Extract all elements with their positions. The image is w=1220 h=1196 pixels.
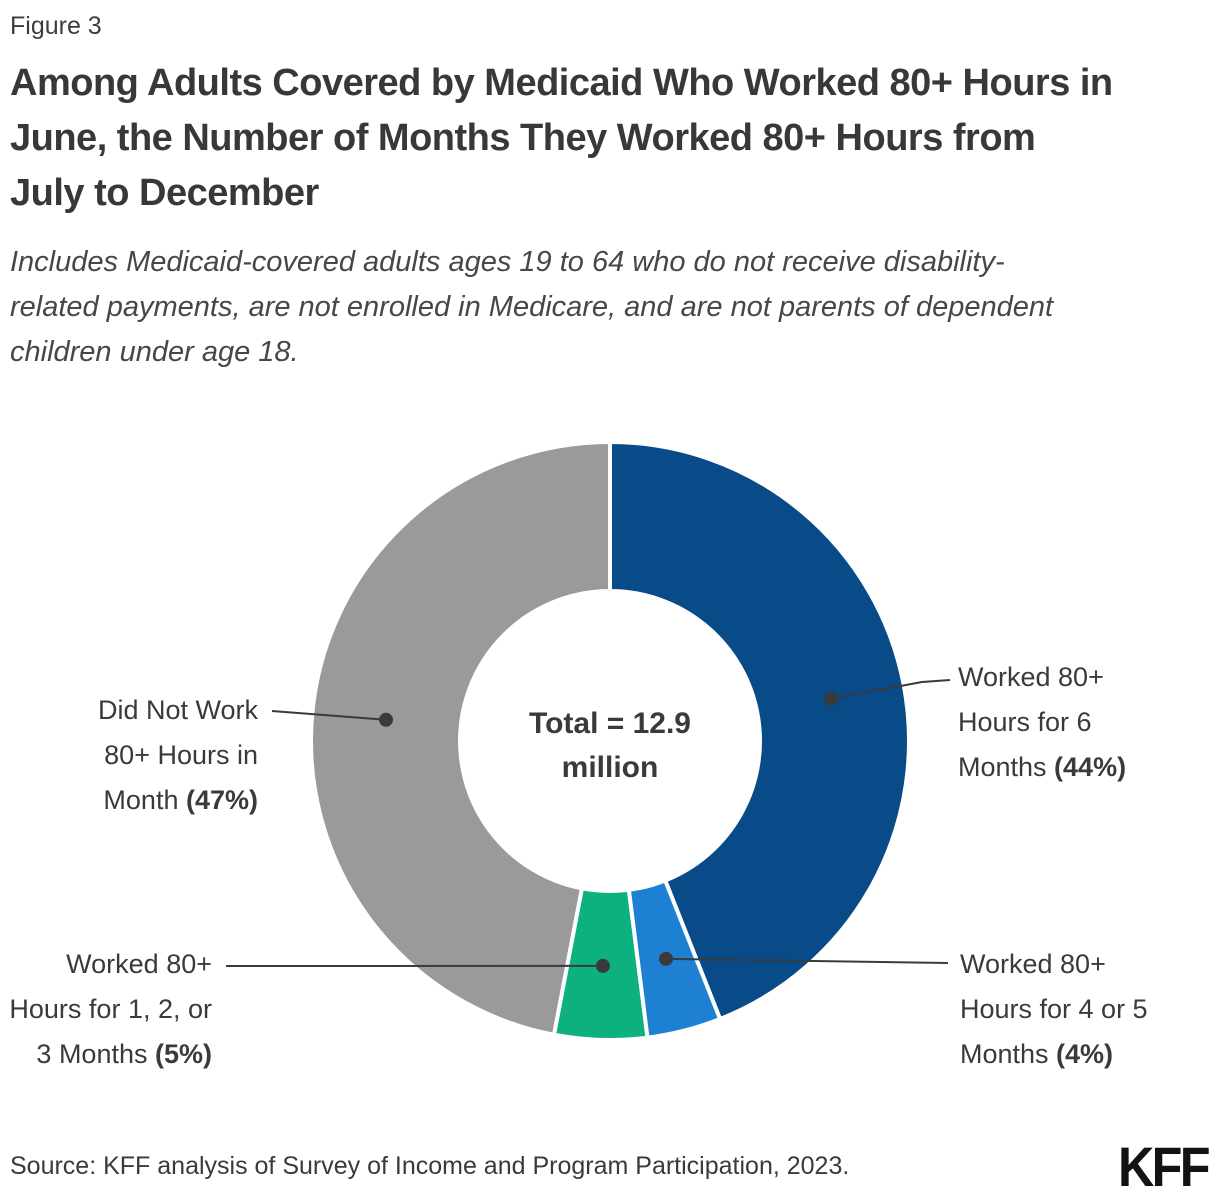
leader-line-worked-6-months xyxy=(830,679,951,700)
slice-label-worked-1-2-or-3-months: Worked 80+ Hours for 1, 2, or 3 Months (5%… xyxy=(9,949,212,1069)
leader-dot-worked-1-2-or-3-months xyxy=(595,958,610,973)
slice-pct-did-not-work-80-hours: (47%) xyxy=(185,785,258,815)
donut-slice-worked-4-or-5-months xyxy=(626,877,723,1040)
chart-subtitle: Includes Medicaid-covered adults ages 19… xyxy=(10,246,1054,368)
leader-dot-did-not-work-80-hours xyxy=(379,712,393,727)
source-note: Source: KFF analysis of Survey of Income… xyxy=(10,1152,850,1180)
leader-dot-worked-6-months xyxy=(824,691,838,706)
leader-line-worked-4-or-5-months xyxy=(665,957,949,964)
leader-dot-worked-4-or-5-months xyxy=(659,951,673,966)
donut-center-total: Total = 12.9 million xyxy=(528,707,691,784)
donut-slice-worked-1-2-or-3-months xyxy=(551,886,650,1042)
figure-label: Figure 3 xyxy=(10,12,102,40)
leader-line-did-not-work-80-hours xyxy=(271,710,387,721)
slice-pct-worked-4-or-5-months: (4%) xyxy=(1056,1039,1114,1069)
slice-label-did-not-work: Did Not Work 80+ Hours in Month (47%) xyxy=(97,695,258,815)
slice-pct-worked-6-months: (44%) xyxy=(1054,752,1127,782)
kff-logo: KFF xyxy=(1118,1135,1211,1196)
slice-pct-worked-1-2-or-3-months: (5%) xyxy=(154,1039,212,1069)
chart-title: Among Adults Covered by Medicaid Who Wor… xyxy=(10,62,1113,214)
slice-label-worked-4-or-5-months: Worked 80+ Hours for 4 or 5 Months (4%) xyxy=(960,949,1148,1069)
slice-label-worked-6-months: Worked 80+ Hours for 6 Months (44%) xyxy=(958,662,1127,782)
